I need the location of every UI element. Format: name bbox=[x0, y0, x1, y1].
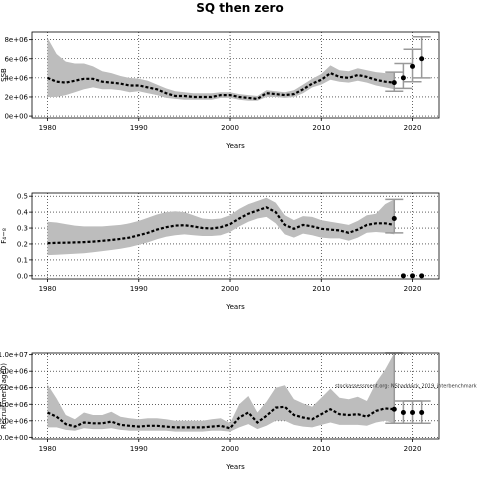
y-tick-label: 8e+06 bbox=[4, 36, 28, 44]
projection-point bbox=[391, 215, 397, 221]
confidence-band bbox=[47, 37, 395, 101]
y-axis-label: F₄−₈ bbox=[0, 228, 8, 244]
watermark-annotation: stockassessment.org: NShaddock_2019_inte… bbox=[335, 384, 477, 390]
estimate-line bbox=[47, 206, 395, 245]
y-tick-label: 4.0e+06 bbox=[0, 401, 29, 409]
x-tick-label: 1990 bbox=[130, 124, 148, 132]
x-tick-label: 2020 bbox=[404, 285, 422, 293]
y-tick-label: 0.1 bbox=[17, 256, 28, 264]
projection-point bbox=[410, 410, 416, 416]
projection-point bbox=[400, 273, 406, 279]
axes-frame bbox=[31, 352, 440, 440]
estimate-line bbox=[47, 405, 395, 430]
x-axis-label: Years bbox=[225, 142, 245, 150]
y-tick-label: 6.0e+06 bbox=[0, 384, 29, 392]
projection-point bbox=[410, 63, 416, 69]
y-tick-label: 2e+06 bbox=[4, 93, 28, 101]
y-tick-label: 0.2 bbox=[17, 240, 28, 248]
projection-point bbox=[391, 406, 397, 412]
x-tick-label: 2000 bbox=[221, 124, 239, 132]
y-tick-label: 0.0e+00 bbox=[0, 434, 28, 442]
x-tick-label: 1990 bbox=[130, 285, 148, 293]
projection-point bbox=[419, 56, 425, 62]
x-tick-label: 1980 bbox=[39, 445, 57, 453]
y-tick-label: 6e+06 bbox=[4, 55, 28, 63]
panel-2: 1980 1990 2000 2010 2020 0.0 0.1 0.2 0.3 0.4 0.5 Ye… bbox=[0, 192, 440, 311]
y-tick-label: 0.3 bbox=[17, 225, 28, 233]
y-tick-label: 4e+06 bbox=[4, 74, 28, 82]
x-axis-label: Years bbox=[225, 463, 245, 471]
y-tick-label: 0e+00 bbox=[4, 113, 28, 121]
y-tick-label: 0.5 bbox=[17, 193, 28, 201]
projection-point bbox=[400, 75, 406, 81]
axes-frame bbox=[31, 192, 440, 280]
projection-point bbox=[419, 410, 425, 416]
projection-point bbox=[391, 80, 397, 86]
x-tick-label: 2000 bbox=[221, 285, 239, 293]
x-tick-label: 1980 bbox=[39, 124, 57, 132]
y-axis-label: Recruitment(age0) bbox=[0, 363, 8, 429]
confidence-band bbox=[47, 353, 395, 432]
y-axis-label: SSB bbox=[0, 68, 8, 82]
x-tick-label: 1990 bbox=[130, 445, 148, 453]
panel-3: stockassessment.org: NShaddock_2019_inte… bbox=[0, 351, 477, 471]
projection-point bbox=[410, 273, 416, 279]
x-tick-label: 2020 bbox=[404, 124, 422, 132]
y-tick-label: 0.4 bbox=[17, 209, 29, 217]
chart-main-title: SQ then zero bbox=[196, 1, 284, 15]
projection-point bbox=[419, 273, 425, 279]
estimate-line bbox=[47, 71, 395, 101]
y-tick-label: 2.0e+06 bbox=[0, 417, 29, 425]
x-tick-label: 2010 bbox=[312, 445, 330, 453]
x-tick-label: 2020 bbox=[404, 445, 422, 453]
x-tick-label: 2010 bbox=[312, 124, 330, 132]
y-tick-label: 0.0 bbox=[17, 272, 28, 280]
x-tick-label: 1980 bbox=[39, 285, 57, 293]
projection-point bbox=[400, 410, 406, 416]
panel-1: 1980 1990 2000 2010 2020 0e+00 2e+06 4e+06 6e+06… bbox=[0, 31, 440, 150]
y-tick-label: 8.0e+06 bbox=[0, 368, 29, 376]
axes-frame bbox=[31, 31, 440, 119]
x-tick-label: 2000 bbox=[221, 445, 239, 453]
x-axis-label: Years bbox=[225, 303, 245, 311]
y-tick-label: 1.0e+07 bbox=[0, 351, 28, 359]
x-tick-label: 2010 bbox=[312, 285, 330, 293]
